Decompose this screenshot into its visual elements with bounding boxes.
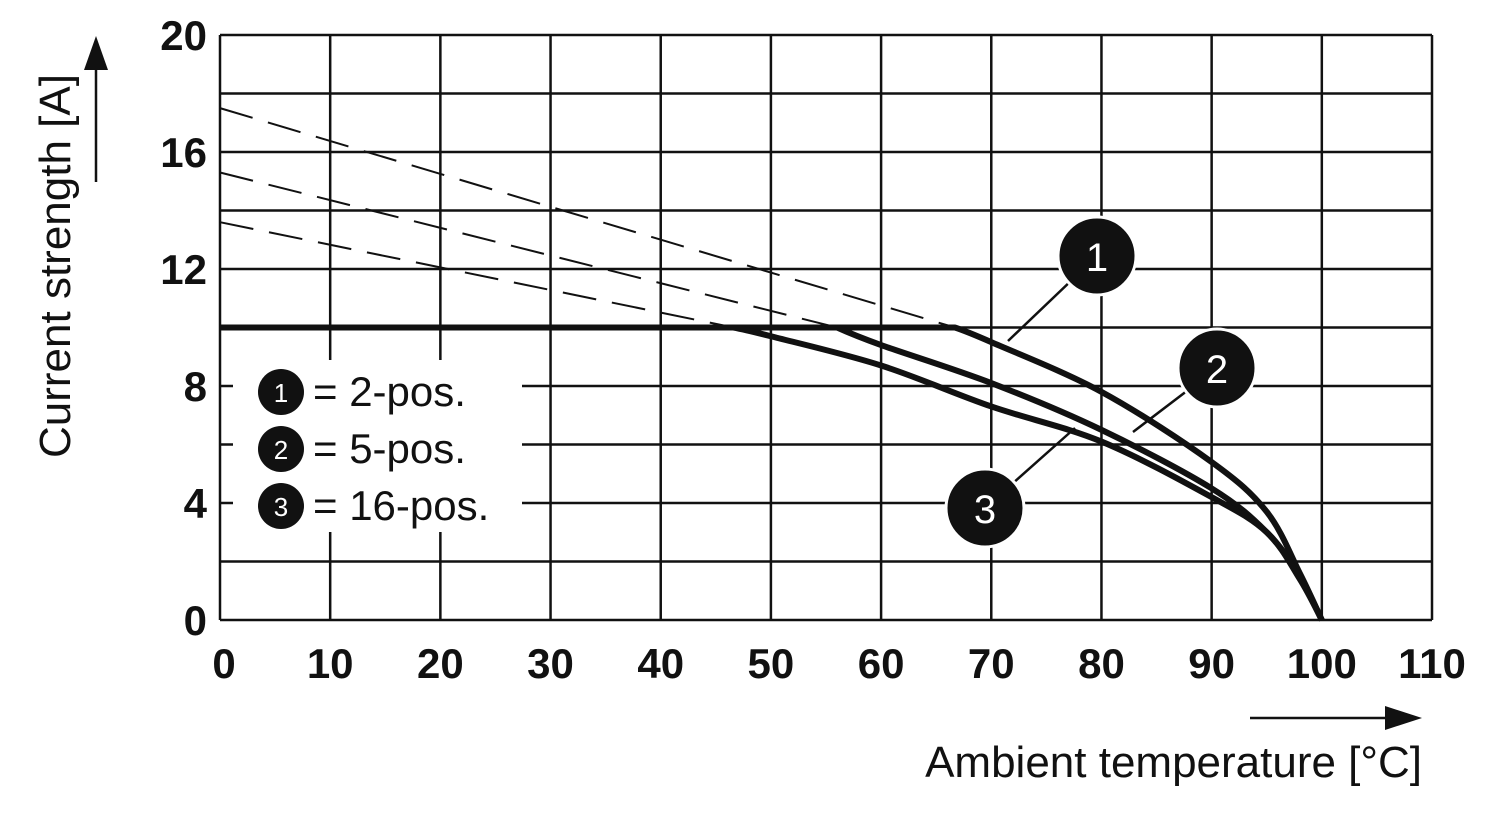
y-tick-label: 12 — [160, 246, 207, 293]
x-tick-label: 10 — [307, 640, 354, 687]
x-tick-label: 40 — [637, 640, 684, 687]
callout-number-2: 2 — [1206, 348, 1228, 392]
dashed-extrapolations — [219, 107, 956, 329]
x-tick-label: 70 — [968, 640, 1015, 687]
legend-number-3: 3 — [274, 492, 288, 522]
y-axis-label: Current strength [A] — [31, 74, 80, 458]
x-tick-label: 80 — [1078, 640, 1125, 687]
callouts: 1 2 3 — [944, 215, 1258, 549]
x-tick-label: 110 — [1398, 640, 1466, 687]
dashed-line-series-2 — [219, 171, 838, 329]
dashed-line-series-3 — [219, 221, 734, 329]
callout-number-1: 1 — [1086, 236, 1108, 280]
x-tick-label: 20 — [417, 640, 464, 687]
y-tick-label: 8 — [184, 363, 207, 410]
y-tick-label: 4 — [184, 480, 208, 527]
x-tick-label: 100 — [1287, 640, 1357, 687]
y-tick-label: 20 — [160, 12, 207, 59]
callout-badge-3 — [944, 467, 1026, 549]
legend-label-2: = 5-pos. — [313, 425, 466, 472]
legend: 1 = 2-pos. 2 = 5-pos. 3 = 16-pos. — [233, 360, 522, 532]
curve-series-3 — [220, 324, 1325, 622]
legend-badge-1 — [258, 369, 304, 415]
callout-badge-2 — [1176, 327, 1258, 409]
callout-badge-1 — [1056, 215, 1138, 297]
x-tick-label: 60 — [858, 640, 905, 687]
x-tick-label: 30 — [527, 640, 574, 687]
legend-label-3: = 16-pos. — [313, 482, 489, 529]
y-tick-label: 0 — [184, 597, 207, 644]
legend-label-1: = 2-pos. — [313, 368, 466, 415]
curves — [220, 324, 1325, 622]
dashed-line-series-1 — [219, 107, 956, 329]
callout-number-3: 3 — [974, 488, 996, 532]
x-tick-label: 90 — [1188, 640, 1235, 687]
x-axis-label: Ambient temperature [°C] — [925, 738, 1422, 787]
legend-number-1: 1 — [274, 378, 288, 408]
legend-badge-3 — [258, 483, 304, 529]
y-tick-label: 16 — [160, 129, 207, 176]
x-tick-label: 50 — [748, 640, 795, 687]
legend-number-2: 2 — [274, 435, 288, 465]
y-axis-arrow — [84, 36, 108, 182]
x-tick-label: 0 — [212, 640, 235, 687]
x-axis-arrow — [1250, 706, 1422, 730]
legend-badge-2 — [258, 426, 304, 472]
